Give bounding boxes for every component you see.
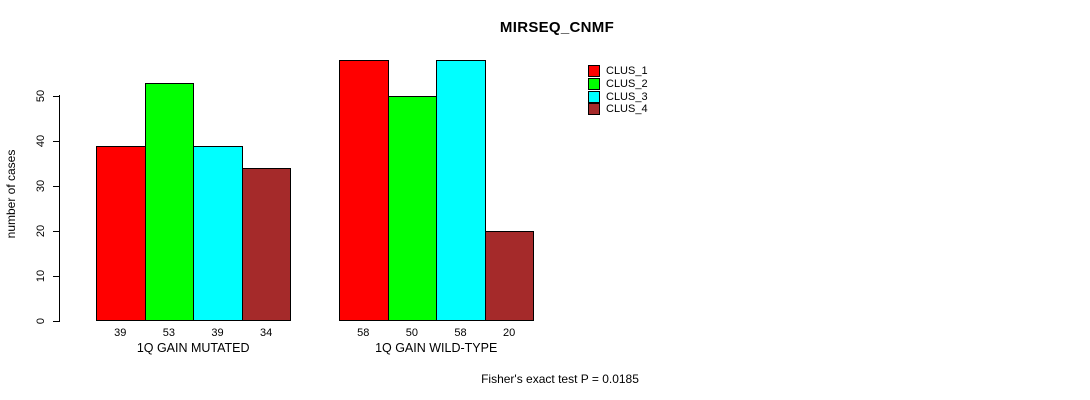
y-axis-tick (53, 140, 60, 142)
legend-entry: CLUS_4 (588, 103, 648, 116)
legend-swatch-icon (588, 65, 600, 78)
y-axis-line (59, 95, 60, 321)
legend-label: CLUS_1 (606, 65, 648, 78)
y-axis-tick-label: 30 (35, 179, 47, 193)
bar-value-label: 53 (162, 327, 176, 339)
bar-clus_1-group2 (339, 60, 389, 321)
bar-clus_2-group1 (144, 82, 195, 321)
legend-label: CLUS_4 (606, 103, 648, 116)
legend-entry: CLUS_3 (588, 90, 648, 103)
legend-swatch-icon (588, 90, 600, 103)
y-axis-tick-label: 0 (35, 317, 47, 325)
legend-swatch-icon (588, 103, 600, 116)
y-axis-tick (53, 95, 60, 97)
y-axis-tick (53, 275, 60, 277)
bar-value-label: 39 (114, 327, 127, 339)
category-label: 1Q GAIN MUTATED (136, 341, 250, 355)
legend-label: CLUS_3 (606, 90, 648, 103)
legend-entry: CLUS_2 (588, 78, 648, 91)
y-axis-tick-label: 20 (35, 224, 47, 238)
bar-value-label: 58 (454, 327, 467, 339)
y-axis-tick-label: 40 (35, 134, 47, 148)
y-axis-label: number of cases (4, 149, 18, 239)
legend: CLUS_1 CLUS_2 CLUS_3 CLUS_4 (588, 65, 648, 116)
bar-value-label: 34 (259, 327, 273, 339)
bar-value-label: 58 (357, 327, 370, 339)
bar-value-label: 50 (405, 327, 419, 339)
y-axis-tick-label: 10 (35, 269, 47, 283)
bar-value-label: 39 (211, 327, 224, 339)
bar-value-label: 20 (502, 327, 516, 339)
fisher-test-annotation: Fisher's exact test P = 0.0185 (481, 372, 639, 386)
bar-clus_1-group1 (96, 145, 146, 321)
y-axis-tick (53, 185, 60, 187)
bar-clus_4-group1 (241, 168, 292, 321)
legend-swatch-icon (588, 78, 600, 91)
chart-title: MIRSEQ_CNMF (499, 19, 615, 36)
bar-clus_3-group1 (193, 145, 243, 321)
y-axis-tick (53, 320, 60, 322)
y-axis-tick-label: 50 (35, 89, 47, 103)
legend-entry: CLUS_1 (588, 65, 648, 78)
bar-clus_3-group2 (436, 60, 486, 321)
category-label: 1Q GAIN WILD-TYPE (375, 341, 498, 355)
bar-clus_4-group2 (484, 231, 535, 321)
y-axis-tick (53, 230, 60, 232)
bar-clus_2-group2 (387, 96, 438, 321)
legend-label: CLUS_2 (606, 78, 648, 91)
